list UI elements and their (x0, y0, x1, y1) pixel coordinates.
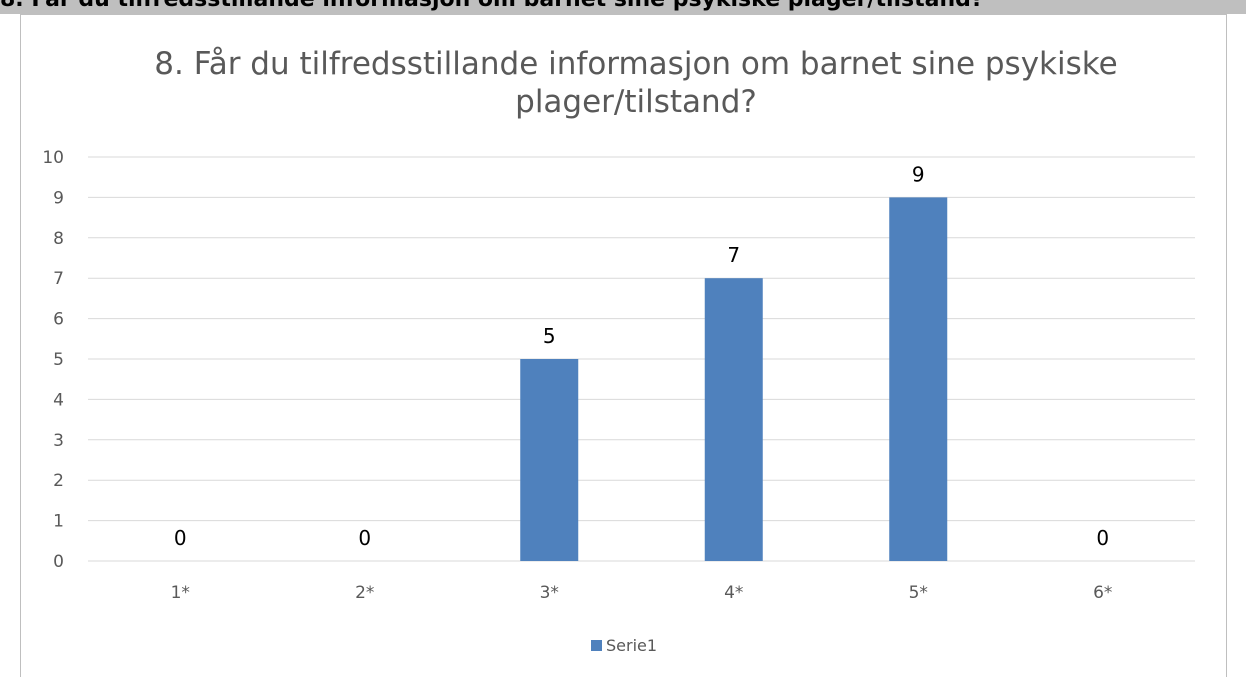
y-tick-label: 0 (53, 552, 64, 572)
data-label: 0 (1096, 526, 1109, 550)
x-tick-label: 3* (540, 583, 559, 603)
legend-swatch (591, 640, 602, 651)
y-tick-label: 9 (53, 188, 64, 208)
y-tick-label: 7 (53, 269, 64, 289)
y-tick-label: 3 (53, 431, 64, 451)
x-tick-label: 6* (1093, 583, 1112, 603)
data-label: 0 (174, 526, 187, 550)
y-tick-label: 10 (42, 148, 64, 168)
y-tick-label: 8 (53, 229, 64, 249)
x-tick-label: 2* (355, 583, 374, 603)
x-tick-label: 5* (909, 583, 928, 603)
chart-title: plager/tilstand? (515, 84, 757, 120)
x-tick-label: 1* (171, 583, 190, 603)
bar (520, 359, 579, 561)
chart-frame (20, 14, 1227, 677)
legend-label: Serie1 (606, 636, 657, 655)
header-title: 8. Får du tilfredsstillande informasjon … (0, 0, 984, 12)
bar (889, 197, 948, 561)
x-tick-label: 4* (724, 583, 743, 603)
chart-title: 8. Får du tilfredsstillande informasjon … (154, 46, 1117, 82)
data-label: 5 (543, 324, 556, 348)
header-bar (0, 0, 1246, 14)
y-tick-label: 5 (53, 350, 64, 370)
y-tick-label: 4 (53, 390, 64, 410)
data-label: 0 (358, 526, 371, 550)
y-tick-label: 1 (53, 512, 64, 532)
data-label: 9 (912, 162, 925, 186)
y-tick-label: 2 (53, 471, 64, 491)
data-label: 7 (727, 243, 740, 267)
y-tick-label: 6 (53, 310, 64, 330)
bar (704, 278, 763, 561)
